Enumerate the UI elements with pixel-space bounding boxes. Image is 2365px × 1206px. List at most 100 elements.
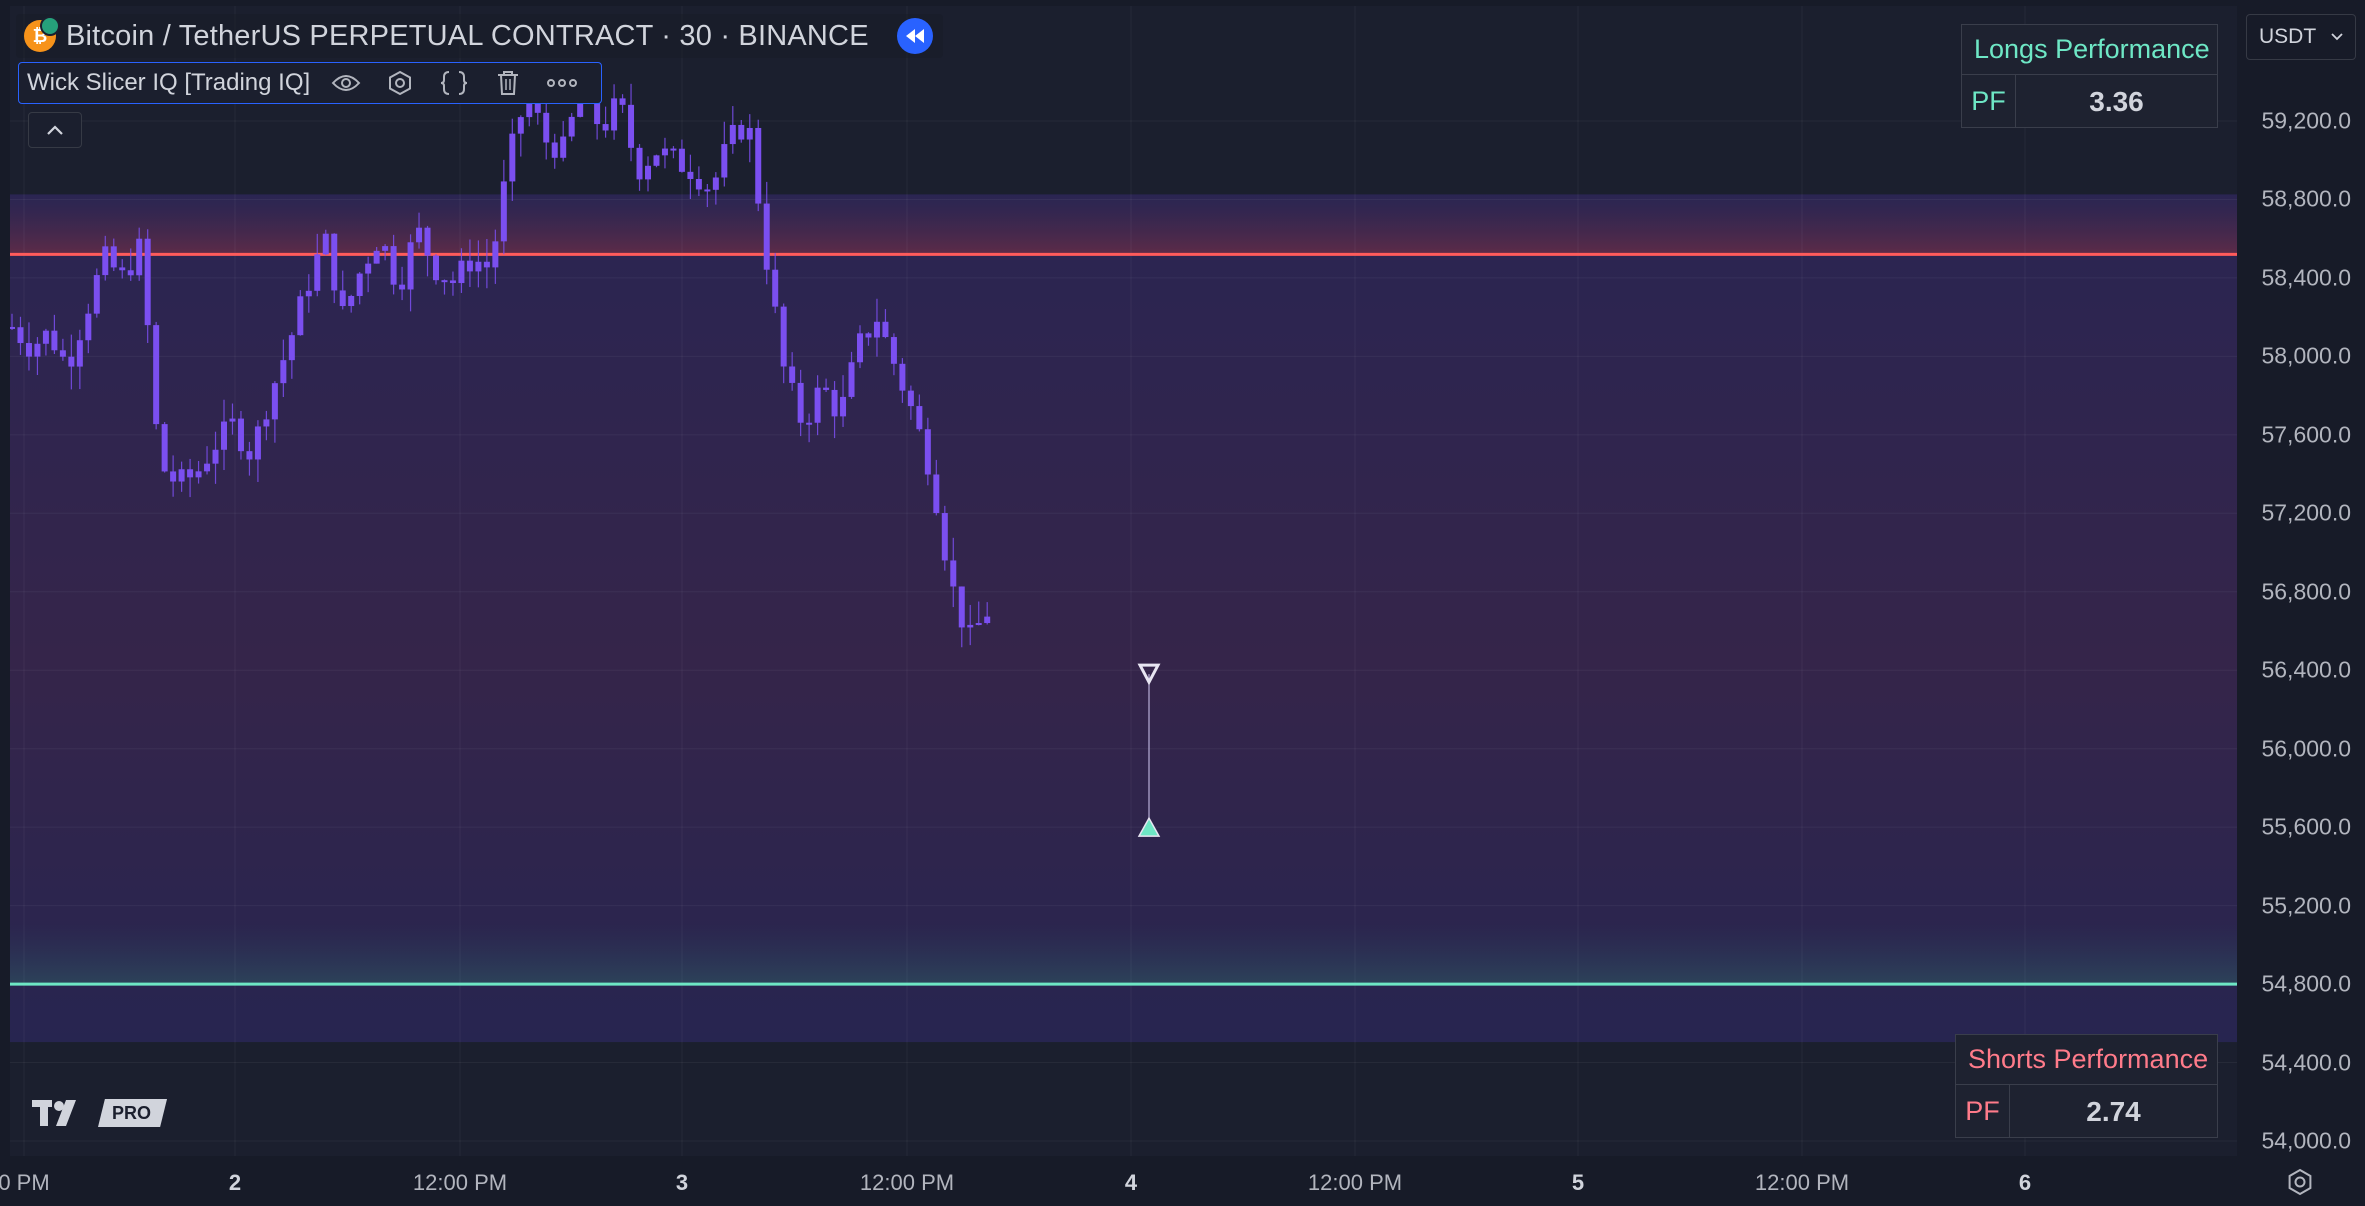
candle-body (458, 260, 465, 284)
axis-settings-button[interactable] (2282, 1164, 2318, 1200)
price-axis-label: 56,400.0 (2261, 656, 2351, 683)
price-axis-label: 58,800.0 (2261, 185, 2351, 212)
remove-indicator-button[interactable] (488, 65, 528, 101)
candle-body (93, 275, 100, 314)
candle-body (975, 623, 982, 626)
candle-body (102, 246, 109, 276)
shorts-pf-value: 2.74 (2086, 1095, 2141, 1127)
candle-body (899, 363, 906, 391)
candle-body (831, 389, 838, 417)
price-axis-label: 56,800.0 (2261, 578, 2351, 605)
candle-body (204, 463, 211, 472)
trash-icon (498, 71, 519, 95)
candle-body (611, 98, 618, 131)
candle-body (517, 117, 524, 134)
shorts-pf-row: PF 2.74 (1956, 1085, 2217, 1138)
candle-body (890, 337, 897, 364)
shorts-pf-key: PF (1956, 1085, 2010, 1138)
candle-body (449, 280, 456, 284)
candle-body (229, 418, 236, 422)
candle-body (237, 418, 244, 452)
visibility-button[interactable] (326, 65, 366, 101)
candle-body (772, 269, 779, 307)
curly-braces-icon (441, 71, 468, 95)
longs-pf-value: 3.36 (2089, 85, 2144, 117)
tether-logo-icon (40, 16, 60, 36)
candle-body (534, 95, 541, 113)
price-axis-label: 54,800.0 (2261, 970, 2351, 997)
candle-body (653, 155, 660, 166)
tradingview-logo[interactable]: PRO (32, 1096, 168, 1130)
source-code-button[interactable] (434, 65, 474, 101)
chart-pane[interactable] (10, 6, 2237, 1156)
candle-body (958, 586, 965, 628)
price-chart[interactable] (10, 6, 2237, 1156)
candle-body (661, 148, 668, 156)
time-axis-label: 3 (675, 1170, 689, 1195)
candle-body (636, 147, 643, 180)
candle-body (560, 136, 567, 158)
currency-select[interactable]: USDT (2246, 14, 2356, 60)
candle-body (568, 116, 575, 137)
longs-pf-row: PF 3.36 (1962, 75, 2217, 128)
candle-body (390, 246, 397, 285)
candle-body (551, 142, 558, 158)
longs-performance-title: Longs Performance (1962, 25, 2217, 75)
long-signal-marker (1137, 816, 1161, 837)
short-signal-marker (1137, 663, 1161, 686)
time-axis-label: 12:00 PM (412, 1170, 508, 1195)
candle-body (797, 382, 804, 423)
candle-body (712, 177, 719, 190)
candle-body (704, 189, 711, 192)
time-axis-label: 2 (228, 1170, 242, 1195)
candle-body (933, 474, 940, 514)
candle-body (907, 390, 914, 407)
candle-body (865, 333, 872, 338)
candle-body (10, 326, 15, 329)
price-axis[interactable]: 59,200.0 58,800.0 58,400.0 58,000.0 57,600.0… (2237, 0, 2365, 1206)
candle-body (254, 426, 261, 460)
collapse-legend-button[interactable] (28, 112, 82, 148)
symbol-title[interactable]: Bitcoin / TetherUS PERPETUAL CONTRACT · … (66, 19, 869, 52)
price-axis-label: 56,000.0 (2261, 735, 2351, 762)
indicator-name[interactable]: Wick Slicer IQ [Trading IQ] (27, 69, 311, 96)
candle-body (670, 148, 677, 151)
candle-body (806, 422, 813, 425)
price-axis-label: 58,400.0 (2261, 264, 2351, 291)
shorts-performance-title: Shorts Performance (1956, 1035, 2217, 1085)
indicator-settings-button[interactable] (380, 65, 420, 101)
shorts-performance-table: Shorts Performance PF 2.74 (1955, 1034, 2218, 1138)
candle-body (941, 513, 948, 561)
candle-body (483, 261, 490, 268)
time-axis-label: 12:00 PM (1307, 1170, 1403, 1195)
candle-body (373, 250, 380, 264)
candle-body (288, 335, 295, 361)
price-axis-label: 58,000.0 (2261, 342, 2351, 369)
chevron-down-icon (2331, 33, 2343, 41)
candle-body (331, 233, 338, 291)
candle-body (645, 165, 651, 180)
longs-performance-table: Longs Performance PF 3.36 (1961, 24, 2218, 128)
candle-body (755, 127, 762, 204)
candle-body (492, 241, 499, 268)
indicator-legend[interactable]: Wick Slicer IQ [Trading IQ] (18, 62, 602, 104)
candle-body (42, 330, 49, 344)
candle-body (628, 104, 635, 148)
price-axis-label: 55,600.0 (2261, 813, 2351, 840)
candle-body (212, 449, 219, 464)
time-axis[interactable]: 0 PM 2 12:00 PM 3 12:00 PM 4 12:00 PM 5 12:00 PM… (0, 1156, 2237, 1206)
candle-body (280, 360, 287, 384)
support-glow (10, 924, 2237, 985)
candle-body (399, 284, 406, 290)
replay-rewind-button[interactable] (896, 18, 933, 54)
candle-body (348, 295, 355, 307)
candle-body (51, 330, 58, 351)
candle-body (305, 290, 312, 297)
rewind-icon (905, 29, 924, 43)
candle-body (466, 260, 473, 272)
candle-body (263, 419, 270, 427)
candle-body (161, 424, 168, 472)
more-options-button[interactable] (542, 65, 582, 101)
candle-body (916, 406, 923, 430)
candle-body (187, 469, 194, 478)
